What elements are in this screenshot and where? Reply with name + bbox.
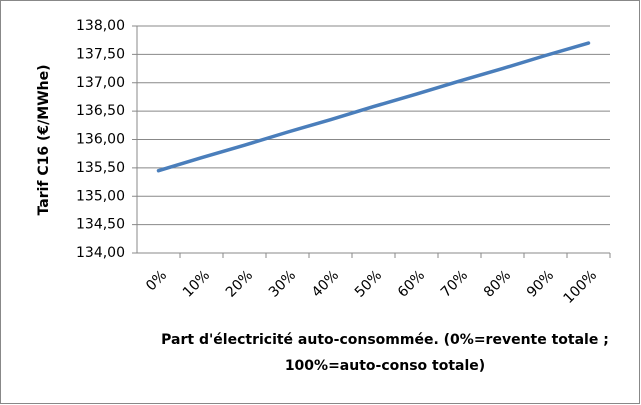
y-tick-label: 137,50	[76, 46, 125, 62]
y-axis-title: Tarif C16 (€/MWhe)	[36, 65, 52, 216]
y-tick-label: 137,00	[76, 75, 125, 91]
y-tick-label: 138,00	[76, 18, 125, 34]
y-tick-label: 136,50	[76, 103, 125, 119]
y-tick-label: 134,50	[76, 217, 125, 233]
y-tick-label: 135,50	[76, 160, 125, 176]
line-series	[156, 41, 591, 173]
x-axis-title: Part d'électricité auto-consommée. (0%=r…	[161, 332, 609, 348]
y-tick-label: 136,00	[76, 132, 125, 148]
x-axis-title: 100%=auto-conso totale)	[285, 358, 485, 374]
y-tick-label: 134,00	[76, 245, 125, 261]
y-tick-label: 135,00	[76, 188, 125, 204]
